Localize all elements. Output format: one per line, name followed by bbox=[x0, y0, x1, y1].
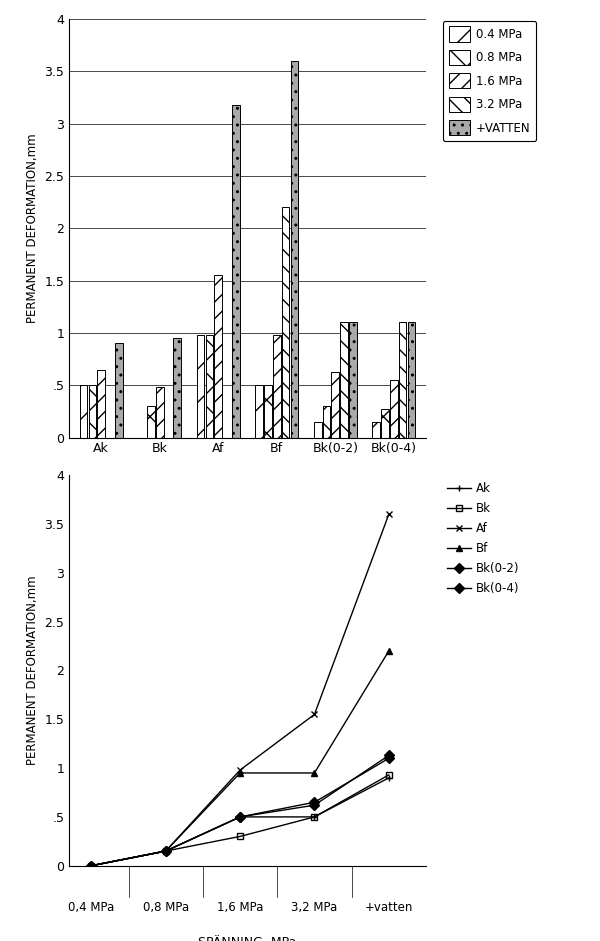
Bar bbox=[206, 335, 213, 438]
Bk(0-4) bbox=[236, 811, 244, 822]
Bk(0-4) bbox=[88, 860, 95, 871]
Bar bbox=[115, 343, 122, 438]
Ak bbox=[88, 860, 95, 871]
Text: 3,2 MPa: 3,2 MPa bbox=[292, 901, 338, 914]
Af bbox=[236, 764, 244, 775]
Bk bbox=[311, 811, 318, 822]
Bar bbox=[80, 385, 88, 438]
Bar bbox=[147, 407, 155, 438]
Text: SPÄNNING, MPa: SPÄNNING, MPa bbox=[199, 936, 296, 941]
Bar bbox=[197, 335, 205, 438]
Line: Bk: Bk bbox=[88, 772, 392, 869]
Legend: 0.4 MPa, 0.8 MPa, 1.6 MPa, 3.2 MPa, +VATTEN: 0.4 MPa, 0.8 MPa, 1.6 MPa, 3.2 MPa, +VAT… bbox=[443, 21, 536, 141]
Bar bbox=[89, 385, 96, 438]
Text: 1,6 MPa: 1,6 MPa bbox=[217, 901, 263, 914]
Bf bbox=[311, 767, 318, 778]
Y-axis label: PERMANENT DEFORMATION,mm: PERMANENT DEFORMATION,mm bbox=[26, 576, 39, 765]
Bar bbox=[340, 323, 348, 438]
Bar bbox=[173, 338, 181, 438]
Bar bbox=[314, 422, 322, 438]
Bk bbox=[385, 770, 392, 781]
Bar bbox=[97, 370, 105, 438]
Ak bbox=[311, 811, 318, 822]
Text: 0,8 MPa: 0,8 MPa bbox=[143, 901, 189, 914]
Af bbox=[385, 508, 392, 519]
Bar bbox=[331, 372, 339, 438]
Bar bbox=[373, 422, 380, 438]
Bar bbox=[273, 335, 281, 438]
Line: Ak: Ak bbox=[88, 774, 392, 869]
Bar bbox=[349, 323, 356, 438]
Y-axis label: PERMANENT DEFORMATION,mm: PERMANENT DEFORMATION,mm bbox=[26, 134, 39, 323]
Bf bbox=[162, 845, 169, 856]
Bk(0-2) bbox=[385, 750, 392, 761]
Af bbox=[162, 845, 169, 856]
Bk(0-4) bbox=[311, 797, 318, 808]
Bk bbox=[236, 831, 244, 842]
Ak bbox=[162, 845, 169, 856]
Bf bbox=[385, 646, 392, 657]
Line: Bk(0-2): Bk(0-2) bbox=[88, 752, 392, 869]
Bar bbox=[256, 385, 263, 438]
Bar bbox=[290, 61, 298, 438]
Bf bbox=[88, 860, 95, 871]
Line: Bk(0-4): Bk(0-4) bbox=[88, 755, 392, 869]
Bar bbox=[264, 385, 272, 438]
Text: 0,4 MPa: 0,4 MPa bbox=[68, 901, 115, 914]
Af bbox=[88, 860, 95, 871]
Bar bbox=[399, 323, 406, 438]
Bk(0-2) bbox=[88, 860, 95, 871]
Bk(0-4) bbox=[385, 753, 392, 764]
Bar bbox=[282, 207, 289, 438]
Bk bbox=[162, 845, 169, 856]
Bar bbox=[323, 407, 331, 438]
Bar bbox=[156, 388, 164, 438]
Line: Af: Af bbox=[88, 511, 392, 869]
Bar bbox=[390, 380, 398, 438]
Bk(0-2) bbox=[162, 845, 169, 856]
Bar bbox=[381, 409, 389, 438]
Bk(0-2) bbox=[311, 800, 318, 811]
Ak bbox=[385, 773, 392, 784]
Bk bbox=[88, 860, 95, 871]
Bk(0-2) bbox=[236, 811, 244, 822]
Af bbox=[311, 709, 318, 720]
Bar bbox=[407, 323, 415, 438]
Bf bbox=[236, 767, 244, 778]
Bk(0-4) bbox=[162, 845, 169, 856]
Ak bbox=[236, 811, 244, 822]
Legend: Ak, Bk, Af, Bf, Bk(0-2), Bk(0-4): Ak, Bk, Af, Bf, Bk(0-2), Bk(0-4) bbox=[443, 477, 524, 600]
Text: +vatten: +vatten bbox=[365, 901, 413, 914]
Bar bbox=[232, 104, 239, 438]
Bar bbox=[214, 276, 222, 438]
Line: Bf: Bf bbox=[88, 647, 392, 869]
